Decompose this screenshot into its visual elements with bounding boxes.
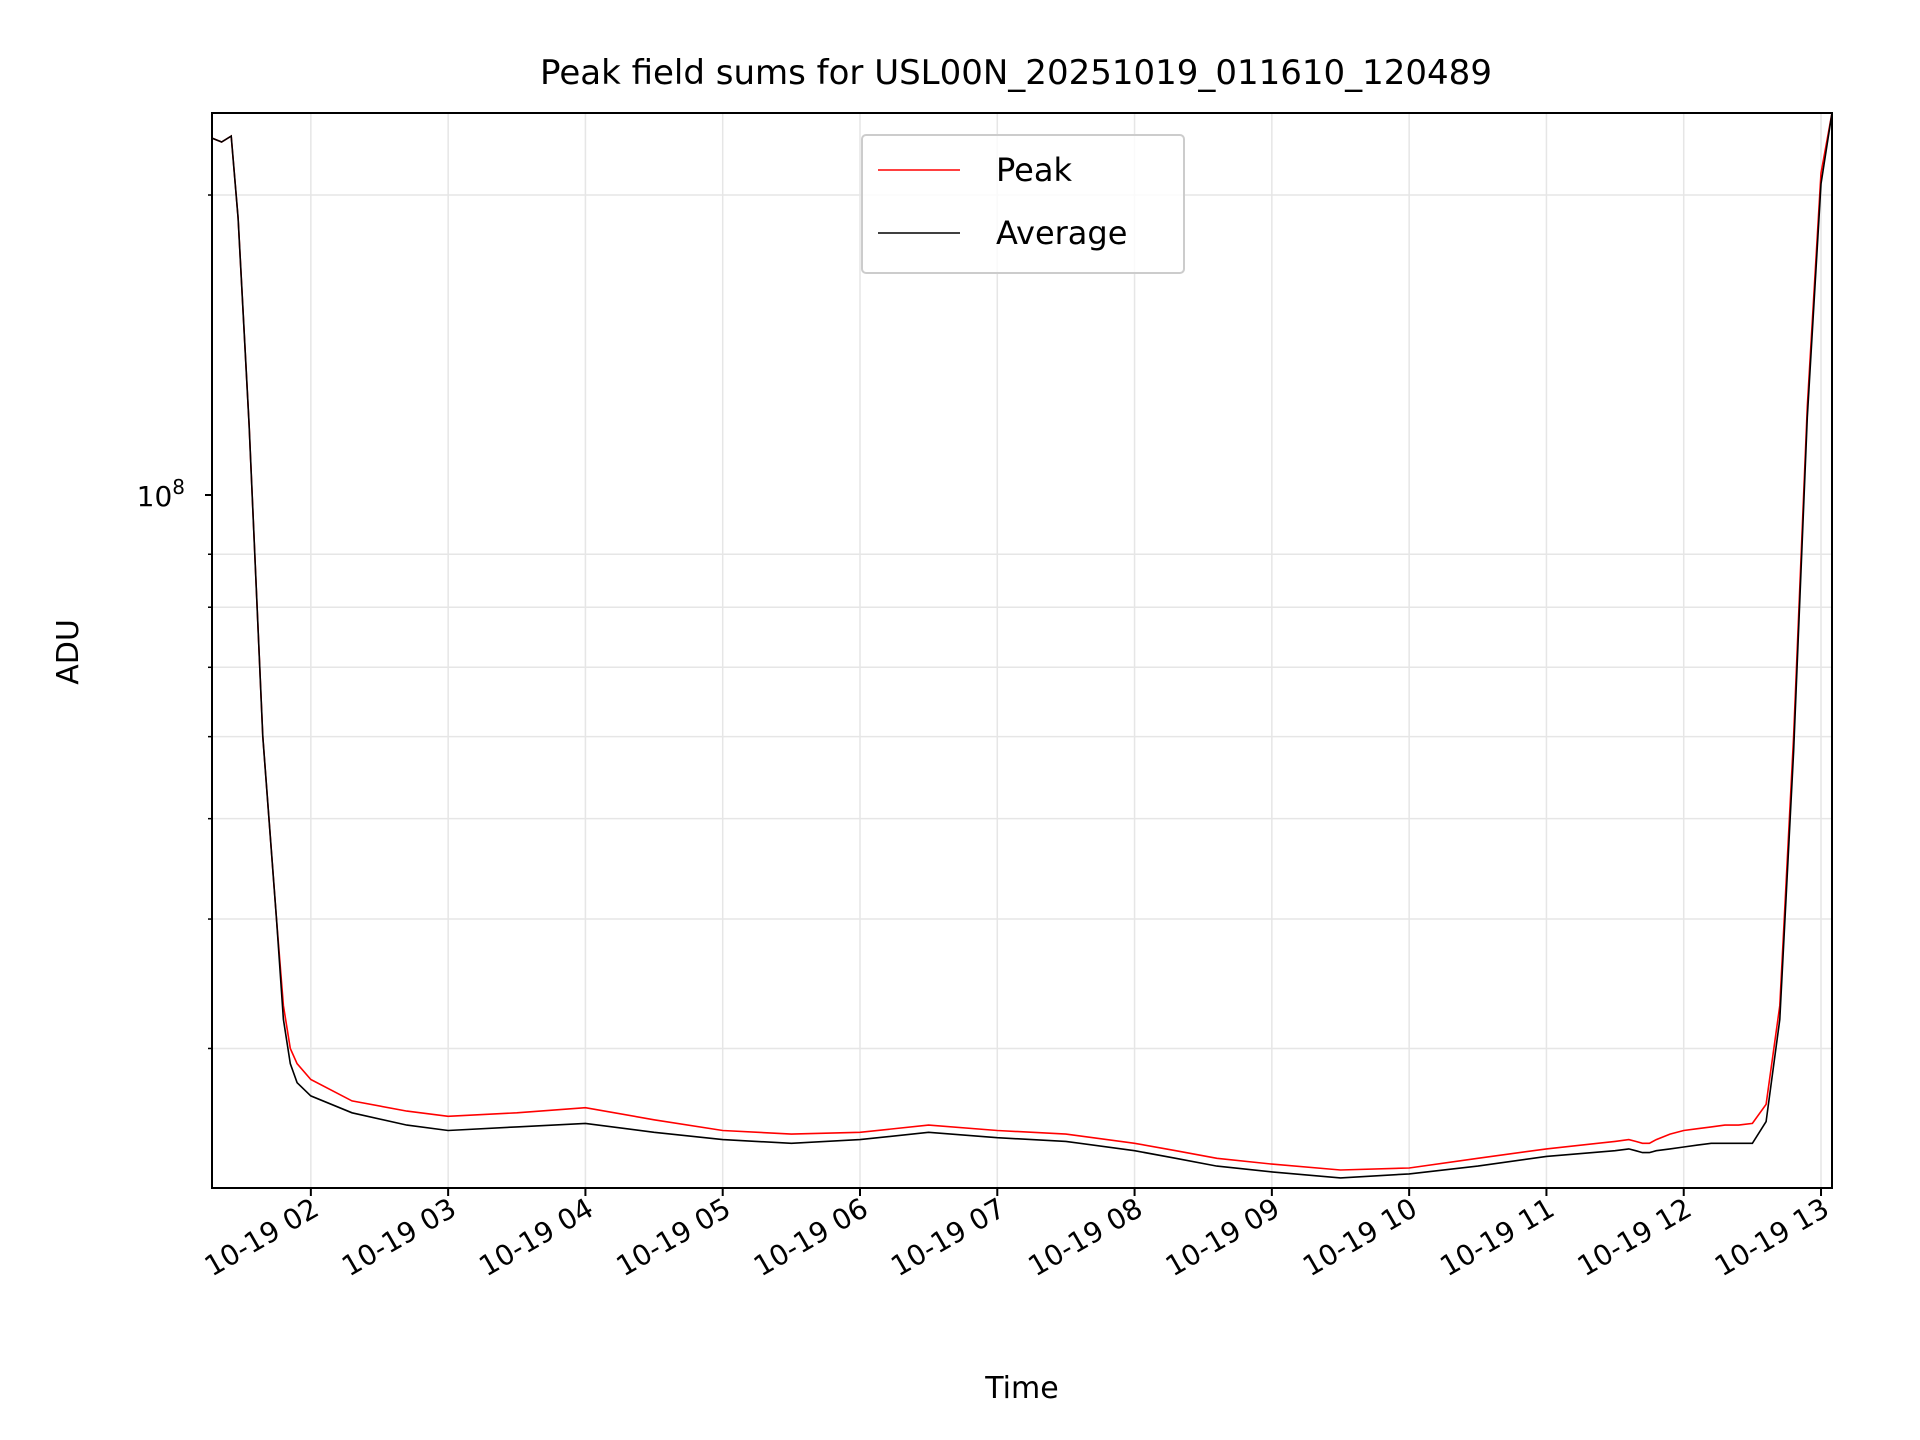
legend: Peak Average — [861, 134, 1185, 274]
plot-frame — [211, 112, 1833, 1189]
legend-label-average: Average — [996, 214, 1127, 252]
series-line-average — [212, 113, 1832, 1179]
y-major-tick-label: 108 — [137, 475, 185, 513]
x-axis-label: Time — [984, 1371, 1058, 1406]
grid — [212, 113, 1832, 1188]
y-axis-label: ADU — [51, 619, 86, 685]
series-layer — [212, 113, 1832, 1179]
series-line-peak — [212, 113, 1832, 1171]
legend-label-peak: Peak — [996, 151, 1072, 189]
chart-title: Peak field sums for USL00N_20251019_0116… — [540, 53, 1492, 93]
y-axis: 108 — [137, 194, 212, 1050]
